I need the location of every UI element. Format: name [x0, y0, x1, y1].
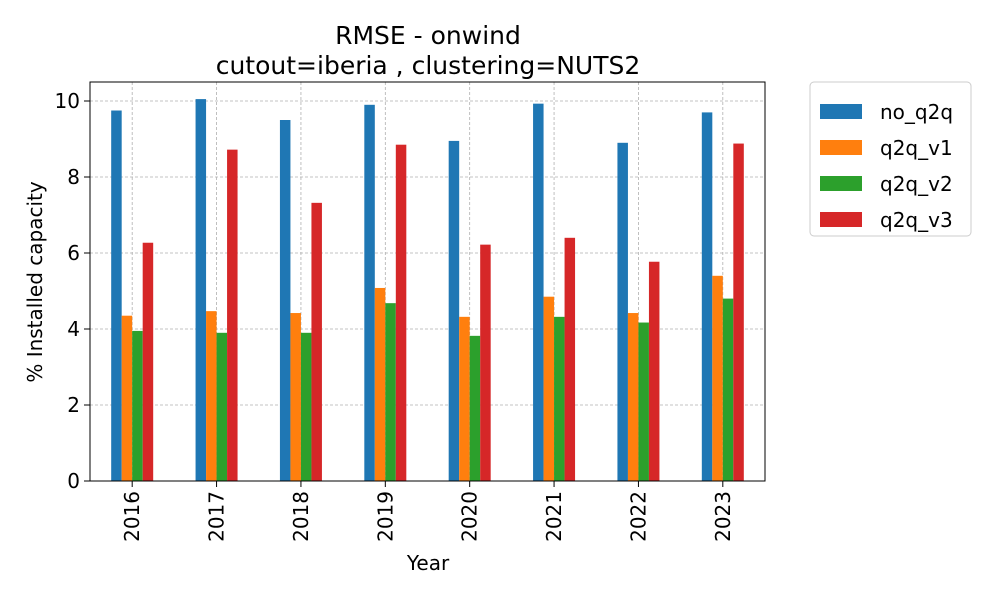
bar-q2q_v2-2018	[300, 332, 312, 481]
plot-frame	[89, 81, 766, 482]
legend-frame	[809, 81, 972, 237]
bar-q2q_v1-2019	[374, 287, 386, 481]
bar-q2q_v3-2019	[395, 144, 407, 481]
x-tick-label: 2023	[711, 491, 735, 542]
legend-swatch-q2q_v2	[820, 176, 862, 191]
y-tick-label: 4	[67, 317, 80, 341]
bar-q2q_v2-2017	[216, 332, 228, 481]
bar-q2q_v3-2022	[648, 261, 660, 481]
y-axis-ticks: 0 2 4 6 8 10	[55, 89, 90, 493]
x-tick-label: 2022	[626, 491, 650, 542]
bar-q2q_v3-2018	[311, 202, 322, 481]
legend-swatch-no_q2q	[820, 104, 862, 119]
bar-no_q2q-2019	[364, 104, 375, 482]
bar-q2q_v2-2019	[385, 303, 396, 481]
x-tick-label: 2020	[458, 491, 482, 542]
x-tick-label: 2016	[120, 491, 144, 542]
bar-no_q2q-2021	[533, 103, 544, 481]
grid-lines	[90, 82, 765, 482]
y-axis-label: % Installed capacity	[23, 181, 47, 383]
legend-label-q2q_v3: q2q_v3	[880, 208, 953, 232]
legend-label-q2q_v1: q2q_v1	[880, 136, 953, 160]
bar-no_q2q-2016	[111, 110, 122, 481]
bar-q2q_v3-2021	[564, 237, 576, 481]
bar-q2q_v1-2020	[459, 316, 470, 481]
x-tick-label: 2017	[205, 491, 229, 542]
bar-q2q_v2-2020	[469, 335, 481, 481]
bar-no_q2q-2023	[701, 112, 713, 482]
bar-no_q2q-2020	[448, 140, 460, 481]
bar-q2q_v3-2023	[733, 143, 744, 481]
bar-q2q_v1-2016	[121, 315, 133, 481]
bar-q2q_v1-2022	[627, 313, 639, 481]
legend-label-no_q2q: no_q2q	[880, 100, 953, 124]
y-tick-label: 2	[67, 393, 80, 417]
y-tick-label: 0	[67, 469, 80, 493]
bar-q2q_v2-2023	[722, 298, 734, 481]
y-tick-label: 8	[67, 165, 80, 189]
bar-no_q2q-2018	[279, 120, 291, 481]
bar-q2q_v1-2023	[712, 275, 723, 481]
bar-q2q_v3-2016	[142, 242, 154, 481]
y-tick-label: 6	[67, 241, 80, 265]
x-axis-ticks: 2016 2017 2018 2019 2020 2021 2022 2023	[120, 481, 735, 542]
legend-label-q2q_v2: q2q_v2	[880, 172, 953, 196]
legend-swatch-q2q_v1	[820, 140, 862, 155]
bar-q2q_v3-2017	[227, 149, 238, 481]
x-tick-label: 2018	[289, 491, 313, 542]
chart-subtitle: cutout=iberia , clustering=NUTS2	[216, 51, 641, 80]
bar-q2q_v2-2022	[638, 322, 649, 481]
x-axis-label: Year	[406, 551, 450, 575]
legend: no_q2q q2q_v1 q2q_v2 q2q_v3	[809, 81, 972, 237]
legend-swatch-q2q_v3	[820, 212, 862, 227]
bars	[111, 99, 744, 482]
bar-q2q_v1-2017	[206, 311, 217, 481]
bar-q2q_v3-2020	[480, 244, 491, 481]
chart-title: RMSE - onwind	[335, 21, 521, 50]
y-tick-label: 10	[55, 89, 80, 113]
bar-no_q2q-2022	[617, 142, 628, 482]
x-tick-label: 2019	[373, 491, 397, 542]
bar-q2q_v1-2021	[543, 296, 555, 481]
bar-q2q_v2-2021	[554, 316, 565, 481]
x-tick-label: 2021	[542, 491, 566, 542]
bar-q2q_v2-2016	[132, 330, 143, 481]
bar-no_q2q-2017	[195, 99, 207, 481]
bar-q2q_v1-2018	[290, 313, 301, 481]
